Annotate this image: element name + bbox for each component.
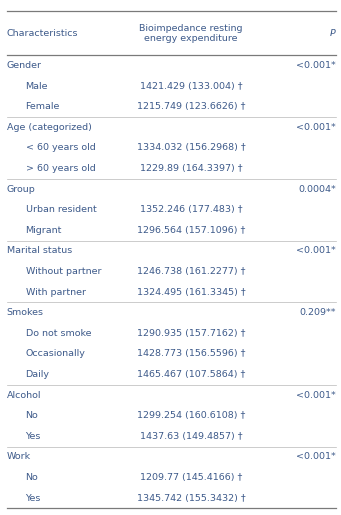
Text: <0.001*: <0.001* (296, 123, 336, 132)
Text: 1345.742 (155.3432) †: 1345.742 (155.3432) † (137, 493, 245, 503)
Text: 1352.246 (177.483) †: 1352.246 (177.483) † (140, 205, 242, 214)
Text: Occasionally: Occasionally (26, 349, 86, 358)
Text: 1215.749 (123.6626) †: 1215.749 (123.6626) † (137, 102, 245, 111)
Text: Daily: Daily (26, 370, 49, 379)
Text: <0.001*: <0.001* (296, 452, 336, 461)
Text: Age (categorized): Age (categorized) (7, 123, 92, 132)
Text: 1428.773 (156.5596) †: 1428.773 (156.5596) † (137, 349, 245, 358)
Text: Yes: Yes (26, 432, 41, 441)
Text: 0.0004*: 0.0004* (298, 184, 336, 194)
Text: Marital status: Marital status (7, 246, 72, 255)
Text: <0.001*: <0.001* (296, 246, 336, 255)
Text: Female: Female (26, 102, 60, 111)
Text: 1209.77 (145.4166) †: 1209.77 (145.4166) † (140, 473, 242, 482)
Text: Male: Male (26, 81, 48, 91)
Text: P: P (330, 29, 336, 38)
Text: Group: Group (7, 184, 35, 194)
Text: <0.001*: <0.001* (296, 390, 336, 400)
Text: No: No (26, 411, 38, 420)
Text: 0.209**: 0.209** (299, 308, 336, 317)
Text: 1229.89 (164.3397) †: 1229.89 (164.3397) † (140, 164, 242, 173)
Text: Smokes: Smokes (7, 308, 44, 317)
Text: 1334.032 (156.2968) †: 1334.032 (156.2968) † (137, 143, 245, 152)
Text: Migrant: Migrant (26, 226, 62, 235)
Text: 1246.738 (161.2277) †: 1246.738 (161.2277) † (137, 267, 245, 276)
Text: Work: Work (7, 452, 31, 461)
Text: > 60 years old: > 60 years old (26, 164, 95, 173)
Text: 1465.467 (107.5864) †: 1465.467 (107.5864) † (137, 370, 245, 379)
Text: With partner: With partner (26, 287, 86, 297)
Text: 1296.564 (157.1096) †: 1296.564 (157.1096) † (137, 226, 245, 235)
Text: Gender: Gender (7, 61, 42, 70)
Text: 1421.429 (133.004) †: 1421.429 (133.004) † (140, 81, 242, 91)
Text: 1299.254 (160.6108) †: 1299.254 (160.6108) † (137, 411, 245, 420)
Text: 1290.935 (157.7162) †: 1290.935 (157.7162) † (137, 329, 245, 338)
Text: <0.001*: <0.001* (296, 61, 336, 70)
Text: Do not smoke: Do not smoke (26, 329, 91, 338)
Text: Bioimpedance resting
energy expenditure: Bioimpedance resting energy expenditure (139, 24, 243, 43)
Text: < 60 years old: < 60 years old (26, 143, 95, 152)
Text: Without partner: Without partner (26, 267, 101, 276)
Text: 1437.63 (149.4857) †: 1437.63 (149.4857) † (140, 432, 242, 441)
Text: 1324.495 (161.3345) †: 1324.495 (161.3345) † (137, 287, 245, 297)
Text: Urban resident: Urban resident (26, 205, 96, 214)
Text: Characteristics: Characteristics (7, 29, 78, 38)
Text: Yes: Yes (26, 493, 41, 503)
Text: Alcohol: Alcohol (7, 390, 41, 400)
Text: No: No (26, 473, 38, 482)
